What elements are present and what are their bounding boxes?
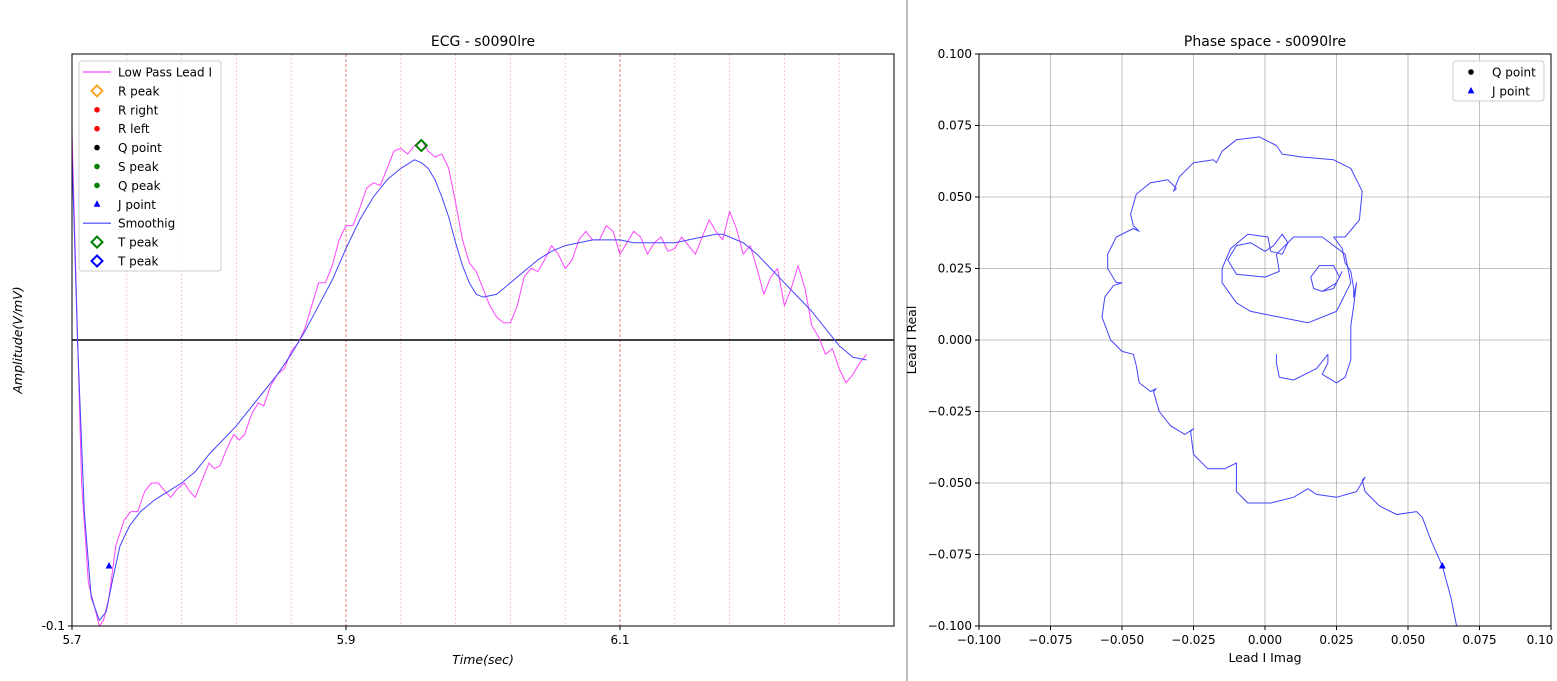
phase-legend-label: J point bbox=[1491, 84, 1530, 98]
phase-series-line-2 bbox=[1310, 265, 1343, 292]
ecg-title: ECG - s0090lre bbox=[431, 34, 535, 50]
phase-x-tick-label: −0.050 bbox=[1100, 633, 1144, 647]
ecg-x-axis-label: Time(sec) bbox=[452, 652, 514, 667]
ecg-x-tick-label: 5.9 bbox=[336, 633, 355, 647]
phase-legend-box bbox=[1452, 60, 1545, 102]
ecg-x-ticks: 5.7 5.9 6.1 bbox=[62, 626, 630, 647]
phase-x-tick-label: 0.050 bbox=[1391, 633, 1425, 647]
phase-y-tick-label: −0.025 bbox=[928, 405, 972, 419]
phase-y-tick-label: 0.100 bbox=[938, 47, 972, 61]
phase-chart: −0.100 −0.075 −0.050 −0.025 0.000 0.025 0.050 0… bbox=[904, 34, 1553, 665]
phase-y-axis-label: Lead I Real bbox=[904, 306, 919, 375]
ecg-legend-swatch-7 bbox=[93, 200, 101, 207]
phase-y-tick-label: 0.075 bbox=[938, 119, 972, 133]
ecg-plot-frame bbox=[71, 53, 895, 627]
phase-y-tick-label: 0.050 bbox=[938, 190, 972, 204]
ecg-y-ticks: -0.1 bbox=[42, 619, 72, 633]
ecg-chart: 5.7 5.9 6.1 -0.1 ECG - s0090lre Time(sec) … bbox=[10, 34, 895, 667]
ecg-legend-label: Q point bbox=[118, 141, 162, 155]
phase-legend: Q point J point bbox=[1452, 60, 1545, 102]
phase-x-tick-label: 0.025 bbox=[1319, 633, 1353, 647]
ecg-legend: Low Pass Lead I R peak R right R left Q poin… bbox=[78, 60, 222, 272]
ecg-legend-label: T peak bbox=[117, 255, 158, 269]
ecg-legend-swatch-3 bbox=[94, 125, 100, 132]
phase-y-ticks: 0.100 0.075 0.050 0.025 0.000 −0.025 −0.050 −0.… bbox=[928, 47, 979, 633]
phase-x-ticks: −0.100 −0.075 −0.050 −0.025 0.000 0.025 0.050 0… bbox=[957, 626, 1554, 647]
ecg-legend-label: Smoothig bbox=[118, 217, 175, 231]
ecg-markers-group bbox=[105, 138, 429, 569]
phase-legend-swatch-0 bbox=[1468, 69, 1474, 75]
ecg-legend-label: R right bbox=[118, 103, 159, 117]
ecg-legend-label: J point bbox=[117, 198, 156, 212]
phase-x-tick-label: −0.025 bbox=[1171, 633, 1215, 647]
ecg-series-group bbox=[71, 131, 867, 627]
ecg-x-tick-label: 5.7 bbox=[62, 633, 81, 647]
phase-x-tick-label: 0.000 bbox=[1248, 633, 1282, 647]
phase-markers-group bbox=[1438, 561, 1446, 569]
phase-title: Phase space - s0090lre bbox=[1184, 34, 1346, 50]
ecg-legend-label: T peak bbox=[117, 236, 158, 250]
ecg-legend-label: Low Pass Lead I bbox=[118, 66, 212, 80]
ecg-marker-1 bbox=[414, 138, 429, 153]
ecg-legend-label: Q peak bbox=[118, 179, 161, 193]
phase-legend-swatch-1 bbox=[1467, 86, 1475, 94]
ecg-legend-label: S peak bbox=[118, 160, 159, 174]
ecg-y-tick-label: -0.1 bbox=[42, 619, 65, 633]
ecg-series-line-0 bbox=[71, 131, 867, 627]
ecg-legend-label: R peak bbox=[118, 84, 160, 98]
phase-x-axis-label: Lead I Imag bbox=[1228, 650, 1301, 665]
phase-x-tick-label: 0.075 bbox=[1462, 633, 1496, 647]
ecg-series-line-1 bbox=[71, 154, 867, 621]
ecg-y-axis-label: Amplitude(V/mV) bbox=[10, 286, 25, 394]
phase-series-line-1 bbox=[1221, 233, 1352, 324]
ecg-legend-swatch-1 bbox=[90, 83, 104, 98]
phase-x-tick-label: 0.10 bbox=[1527, 633, 1554, 647]
ecg-x-tick-label: 6.1 bbox=[610, 633, 629, 647]
phase-marker-0 bbox=[1438, 561, 1446, 569]
phase-legend-label: Q point bbox=[1492, 66, 1536, 80]
phase-y-tick-label: −0.075 bbox=[928, 548, 972, 562]
phase-gridlines bbox=[979, 54, 1551, 626]
ecg-legend-swatch-9 bbox=[90, 235, 104, 250]
ecg-legend-box bbox=[78, 60, 222, 272]
ecg-legend-swatch-4 bbox=[94, 144, 100, 151]
ecg-legend-swatch-6 bbox=[94, 182, 100, 189]
ecg-legend-label: R left bbox=[118, 122, 150, 136]
phase-y-tick-label: −0.100 bbox=[928, 619, 972, 633]
phase-y-tick-label: 0.000 bbox=[938, 333, 972, 347]
phase-x-tick-label: −0.075 bbox=[1028, 633, 1072, 647]
phase-y-tick-label: −0.050 bbox=[928, 476, 972, 490]
phase-series-group bbox=[1101, 136, 1458, 627]
ecg-legend-swatch-5 bbox=[94, 163, 100, 170]
phase-x-tick-label: −0.100 bbox=[957, 633, 1001, 647]
ecg-marker-0 bbox=[105, 561, 113, 569]
phase-series-line-0 bbox=[1101, 136, 1458, 627]
ecg-legend-swatch-10 bbox=[90, 254, 104, 268]
ecg-legend-swatch-2 bbox=[94, 107, 100, 113]
phase-y-tick-label: 0.025 bbox=[938, 262, 972, 276]
